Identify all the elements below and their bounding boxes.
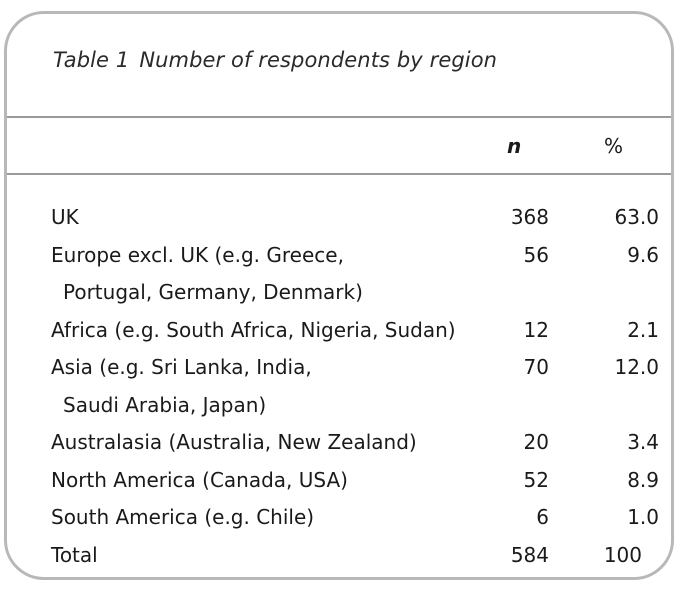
region-cell: Australasia (Australia, New Zealand) <box>51 424 481 462</box>
count-cell: 52 <box>523 467 549 492</box>
column-header-n: n <box>507 134 522 158</box>
region-label: South America (e.g. Chile) <box>51 505 315 529</box>
table-body: UK 368 63.0 Europe excl. UK (e.g. Greece… <box>51 199 661 574</box>
region-cell: South America (e.g. Chile) <box>51 499 481 537</box>
table-row-australasia: Australasia (Australia, New Zealand) 20 … <box>51 424 661 462</box>
region-cell: Asia (e.g. Sri Lanka, India, Saudi Arabi… <box>51 349 481 424</box>
table-row-north-america: North America (Canada, USA) 52 8.9 <box>51 462 661 500</box>
count-cell: 368 <box>510 205 549 229</box>
table-row-uk: UK 368 63.0 <box>51 199 661 237</box>
region-label: UK <box>51 205 79 229</box>
count-cell: 56 <box>523 242 549 267</box>
region-label: Australasia (Australia, New Zealand) <box>51 430 417 454</box>
column-header-percent: % <box>604 134 624 158</box>
count-cell: 12 <box>523 317 549 342</box>
region-label-continued: Saudi Arabia, Japan) <box>63 392 267 417</box>
percent-cell: 3.4 <box>627 430 659 454</box>
region-cell: Europe excl. UK (e.g. Greece, Portugal, … <box>51 237 481 312</box>
percent-cell: 2.1 <box>627 317 659 342</box>
region-cell: North America (Canada, USA) <box>51 462 481 500</box>
region-label: North America (Canada, USA) <box>51 467 348 492</box>
top-rule <box>7 116 671 118</box>
region-label: Europe excl. UK (e.g. Greece, <box>51 242 344 267</box>
percent-cell: 63.0 <box>614 205 659 229</box>
table-caption: Table 1 Number of respondents by region <box>53 48 497 72</box>
percent-cell: 8.9 <box>627 467 659 492</box>
table-row-south-america: South America (e.g. Chile) 6 1.0 <box>51 499 661 537</box>
count-cell: 6 <box>536 505 549 529</box>
table-number: Table 1 <box>53 48 130 72</box>
region-cell: UK <box>51 199 481 237</box>
percent-cell: 12.0 <box>614 355 659 379</box>
table-row-total: Total 584 100 <box>51 537 661 575</box>
region-label: Asia (e.g. Sri Lanka, India, <box>51 355 312 379</box>
region-label: Africa (e.g. South Africa, Nigeria, Suda… <box>51 317 456 342</box>
table-row-asia: Asia (e.g. Sri Lanka, India, Saudi Arabi… <box>51 349 661 424</box>
count-cell: 70 <box>523 355 549 379</box>
header-rule <box>7 173 671 175</box>
count-cell: 20 <box>523 430 549 454</box>
percent-cell: 9.6 <box>627 242 659 267</box>
table-frame: Table 1 Number of respondents by region n… <box>4 11 674 580</box>
region-cell: Total <box>51 537 481 575</box>
region-label-continued: Portugal, Germany, Denmark) <box>63 280 363 304</box>
total-percent-cell: 100 <box>603 542 642 567</box>
total-label: Total <box>51 542 98 567</box>
table-title: Number of respondents by region <box>139 48 498 72</box>
total-count-cell: 584 <box>510 542 549 567</box>
region-cell: Africa (e.g. South Africa, Nigeria, Suda… <box>51 312 481 350</box>
percent-cell: 1.0 <box>627 505 659 529</box>
table-row-africa: Africa (e.g. South Africa, Nigeria, Suda… <box>51 312 661 350</box>
table-row-europe: Europe excl. UK (e.g. Greece, Portugal, … <box>51 237 661 312</box>
